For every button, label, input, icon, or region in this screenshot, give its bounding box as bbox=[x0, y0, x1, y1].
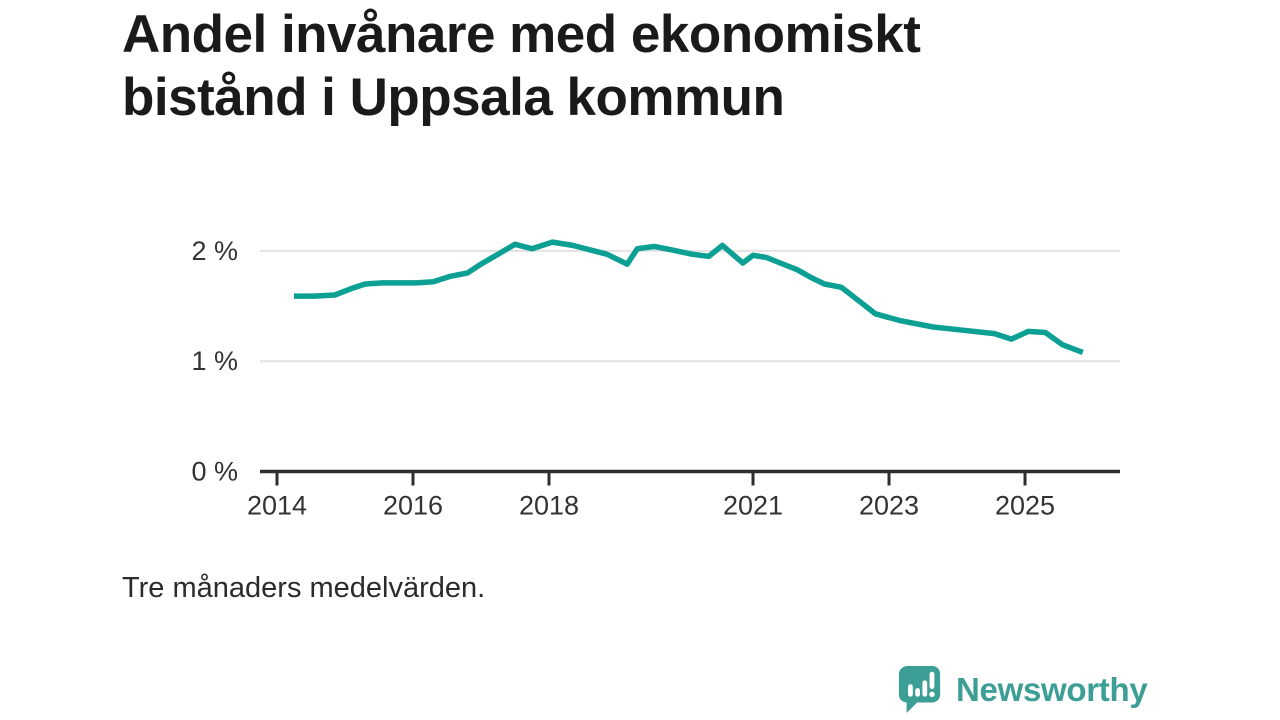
data-line bbox=[294, 239, 1084, 355]
x-tick-label: 2016 bbox=[383, 491, 443, 521]
x-tick-label: 2018 bbox=[519, 491, 579, 521]
speech-bubble-bar-chart-icon bbox=[898, 666, 941, 713]
x-axis bbox=[260, 469, 1120, 486]
y-axis-labels: 0 % 1 % 2 % bbox=[191, 236, 238, 487]
data-series bbox=[294, 239, 1084, 355]
x-axis-labels: 2014 2016 2018 2021 2023 2025 bbox=[247, 491, 1055, 521]
y-tick-label: 1 % bbox=[191, 346, 238, 376]
chart-footnote: Tre månaders medelvärden. bbox=[122, 572, 486, 604]
newsworthy-brand: Newsworthy bbox=[897, 664, 1148, 716]
gridlines bbox=[260, 249, 1120, 363]
x-tick-label: 2025 bbox=[995, 491, 1055, 521]
chart-title: Andel invånare med ekonomiskt bistånd i … bbox=[122, 5, 921, 127]
x-tick-label: 2021 bbox=[723, 491, 783, 521]
y-tick-label: 2 % bbox=[191, 236, 238, 266]
x-tick-label: 2023 bbox=[859, 491, 919, 521]
brand-wordmark: Newsworthy bbox=[956, 671, 1148, 708]
y-tick-label: 0 % bbox=[191, 457, 238, 487]
x-tick-label: 2014 bbox=[247, 491, 307, 521]
